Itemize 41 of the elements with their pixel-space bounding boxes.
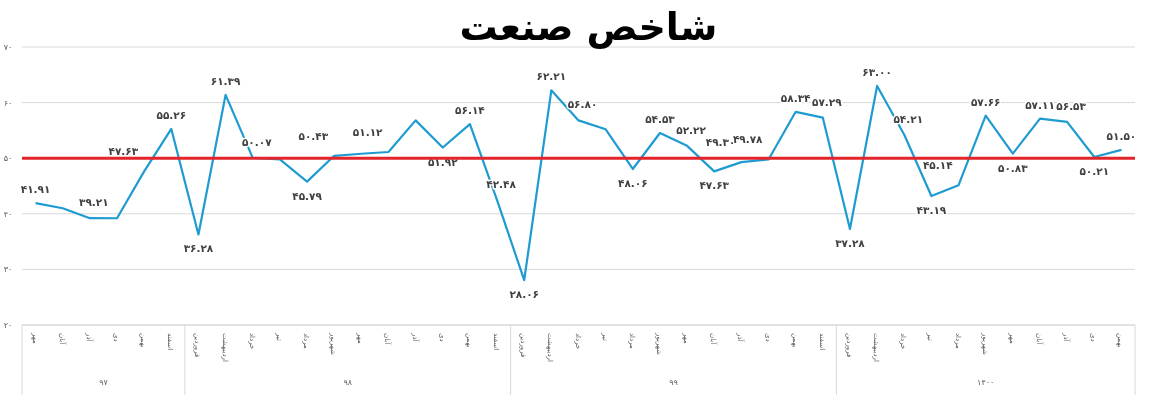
data-label: ۵۰.۴۳ [298,129,329,142]
data-label: ۵۱.۱۲ [352,125,384,138]
data-label: ۵۲.۲۲ [676,123,707,136]
data-label: ۵۷.۱۱ [1025,98,1055,111]
y-tick-label: ۲۰ [3,321,13,330]
data-label: ۴۹.۷۸ [732,133,764,146]
data-label: ۴۱.۹۱ [20,183,51,196]
text: ۹۸ [343,378,353,387]
y-tick-label: ۶۰ [3,98,13,108]
data-label: ۳۷.۲۸ [835,236,866,249]
data-label: ۲۸.۰۶ [509,288,540,301]
data-label: ۵۸.۳۴ [780,91,812,104]
data-label: ۴۵.۱۴ [922,159,954,172]
chart-title: شاخص صنعت [459,5,718,49]
data-label: ۵۶.۸۰ [567,98,598,111]
data-label: ۴۷.۶۳ [699,179,730,192]
data-label: ۵۶.۱۴ [455,104,486,117]
data-label: ۵۶.۵۳ [1056,99,1087,112]
text: ۹۹ [669,378,678,387]
data-label: ۶۲.۲۱ [536,70,567,83]
y-tick-label: ۷۰ [3,43,13,52]
data-label: ۴۷.۶۳ [108,145,139,158]
text: ۱۴۰۰ [977,378,995,387]
data-label: ۴۳.۱۹ [916,204,947,217]
data-label: ۴۵.۷۹ [292,189,323,202]
y-tick-label: ۳۰ [3,265,13,275]
data-label: ۶۱.۳۹ [210,74,241,87]
data-label: ۳۶.۲۸ [183,242,214,255]
data-label: ۵۱.۵۰ [1106,129,1137,142]
data-label: ۵۰.۸۳ [998,161,1029,174]
y-tick-label: ۵۰ [3,154,13,164]
data-label: ۵۷.۲۹ [812,95,843,108]
data-label: ۵۰.۲۱ [1079,165,1110,178]
y-tick-label: ۴۰ [3,209,13,219]
data-label: ۳۹.۲۱ [79,196,109,209]
data-label: ۶۳.۰۰ [862,65,892,78]
data-label: ۵۴.۵۳ [645,113,676,126]
data-label: ۵۵.۲۶ [156,108,187,121]
data-label: ۴۸.۰۶ [617,176,648,189]
data-label: ۵۷.۶۶ [970,95,1001,108]
text: ۹۷ [99,378,109,387]
